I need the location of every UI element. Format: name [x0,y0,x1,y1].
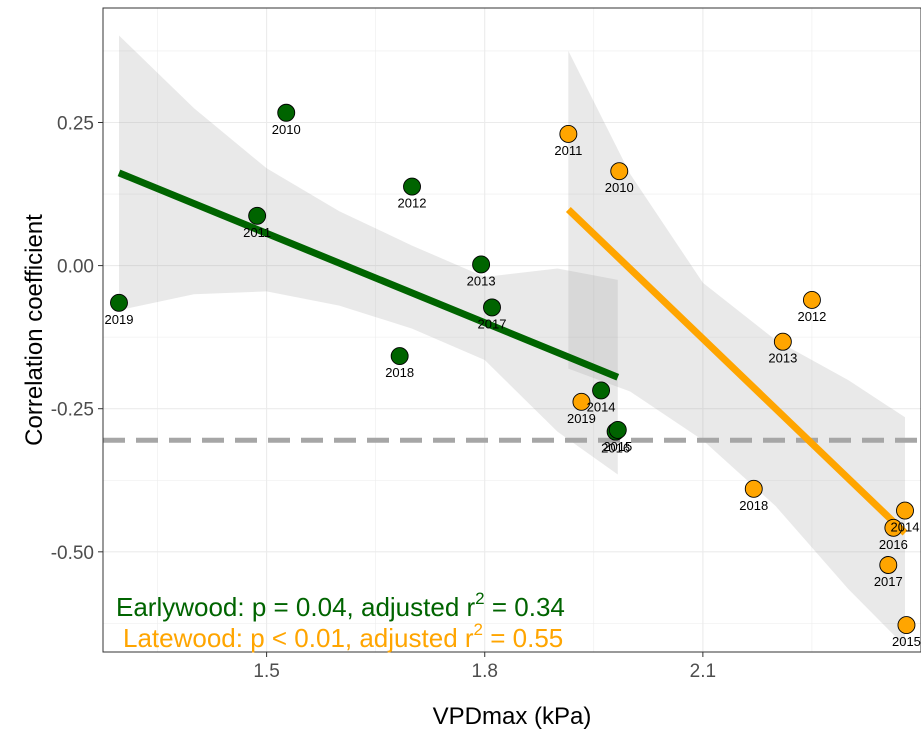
y-tick-label: -0.50 [51,543,94,564]
point-label: 2011 [554,143,582,158]
point-label: 2013 [768,351,797,366]
confidence-bands [118,35,906,647]
data-point [390,347,409,365]
point-label: 2015 [892,634,921,649]
point-labels: 2019201120102012201820132017201420162015… [105,122,921,649]
fit-lines [117,169,908,536]
point-label: 2015 [603,439,632,454]
grid [103,8,921,652]
point-label: 2016 [601,441,630,456]
point-label: 2017 [478,316,507,331]
fit-line-1 [117,169,620,381]
data-point [897,616,916,635]
point-label: 2016 [879,537,908,552]
y-tick-label: 0.00 [57,257,94,278]
point-label: 2010 [605,180,634,195]
x-tick-label: 1.8 [472,661,498,682]
data-point [248,206,267,225]
y-tick-label: 0.25 [57,113,94,134]
stat-annot-latewood: Latewood: p < 0.01, adjusted r2 = 0.55 [123,620,563,653]
plot-panel-border [102,7,921,653]
data-point [879,556,898,574]
data-point [592,381,611,400]
data-point [472,255,491,274]
data-point [884,518,903,537]
data-point [403,177,421,196]
data-point [608,420,627,439]
stat-annot-earlywood: Earlywood: p = 0.04, adjusted r2 = 0.34 [116,589,565,622]
point-label: 2018 [739,498,768,513]
point-label: 2018 [385,365,414,380]
data-point [802,290,821,309]
data-points [110,103,916,635]
point-label: 2011 [243,225,271,240]
data-point [277,103,296,122]
confidence-band-2 [568,50,906,647]
y-axis-ticks: 0.25 0.00 -0.25 -0.50 [51,113,103,564]
fit-line-2 [565,206,908,536]
point-label: 2017 [874,574,903,589]
x-tick-label: 1.5 [253,661,279,682]
data-point [110,293,128,312]
data-point [773,332,792,351]
x-axis-ticks: 1.5 1.8 2.1 [253,652,716,682]
data-point [572,392,591,411]
x-tick-label: 2.1 [690,661,716,682]
point-label: 2010 [272,122,301,137]
x-axis-title: VPDmax (kPa) [433,703,592,730]
stat-annotations: Earlywood: p = 0.04, adjusted r2 = 0.34L… [116,589,565,653]
data-point [744,479,763,498]
point-label: 2012 [398,196,427,211]
point-label: 2014 [587,399,616,414]
point-label: 2013 [467,273,496,288]
point-label: 2012 [797,309,826,324]
point-label: 2014 [891,520,920,535]
y-tick-label: -0.25 [51,400,94,421]
data-point [483,298,501,317]
point-label: 2019 [105,312,134,327]
data-point [559,124,578,143]
data-point [610,162,629,181]
confidence-band-1 [118,35,618,475]
y-axis-title: Correlation coefficient [21,214,48,446]
point-label: 2019 [567,411,596,426]
data-point [896,501,914,520]
